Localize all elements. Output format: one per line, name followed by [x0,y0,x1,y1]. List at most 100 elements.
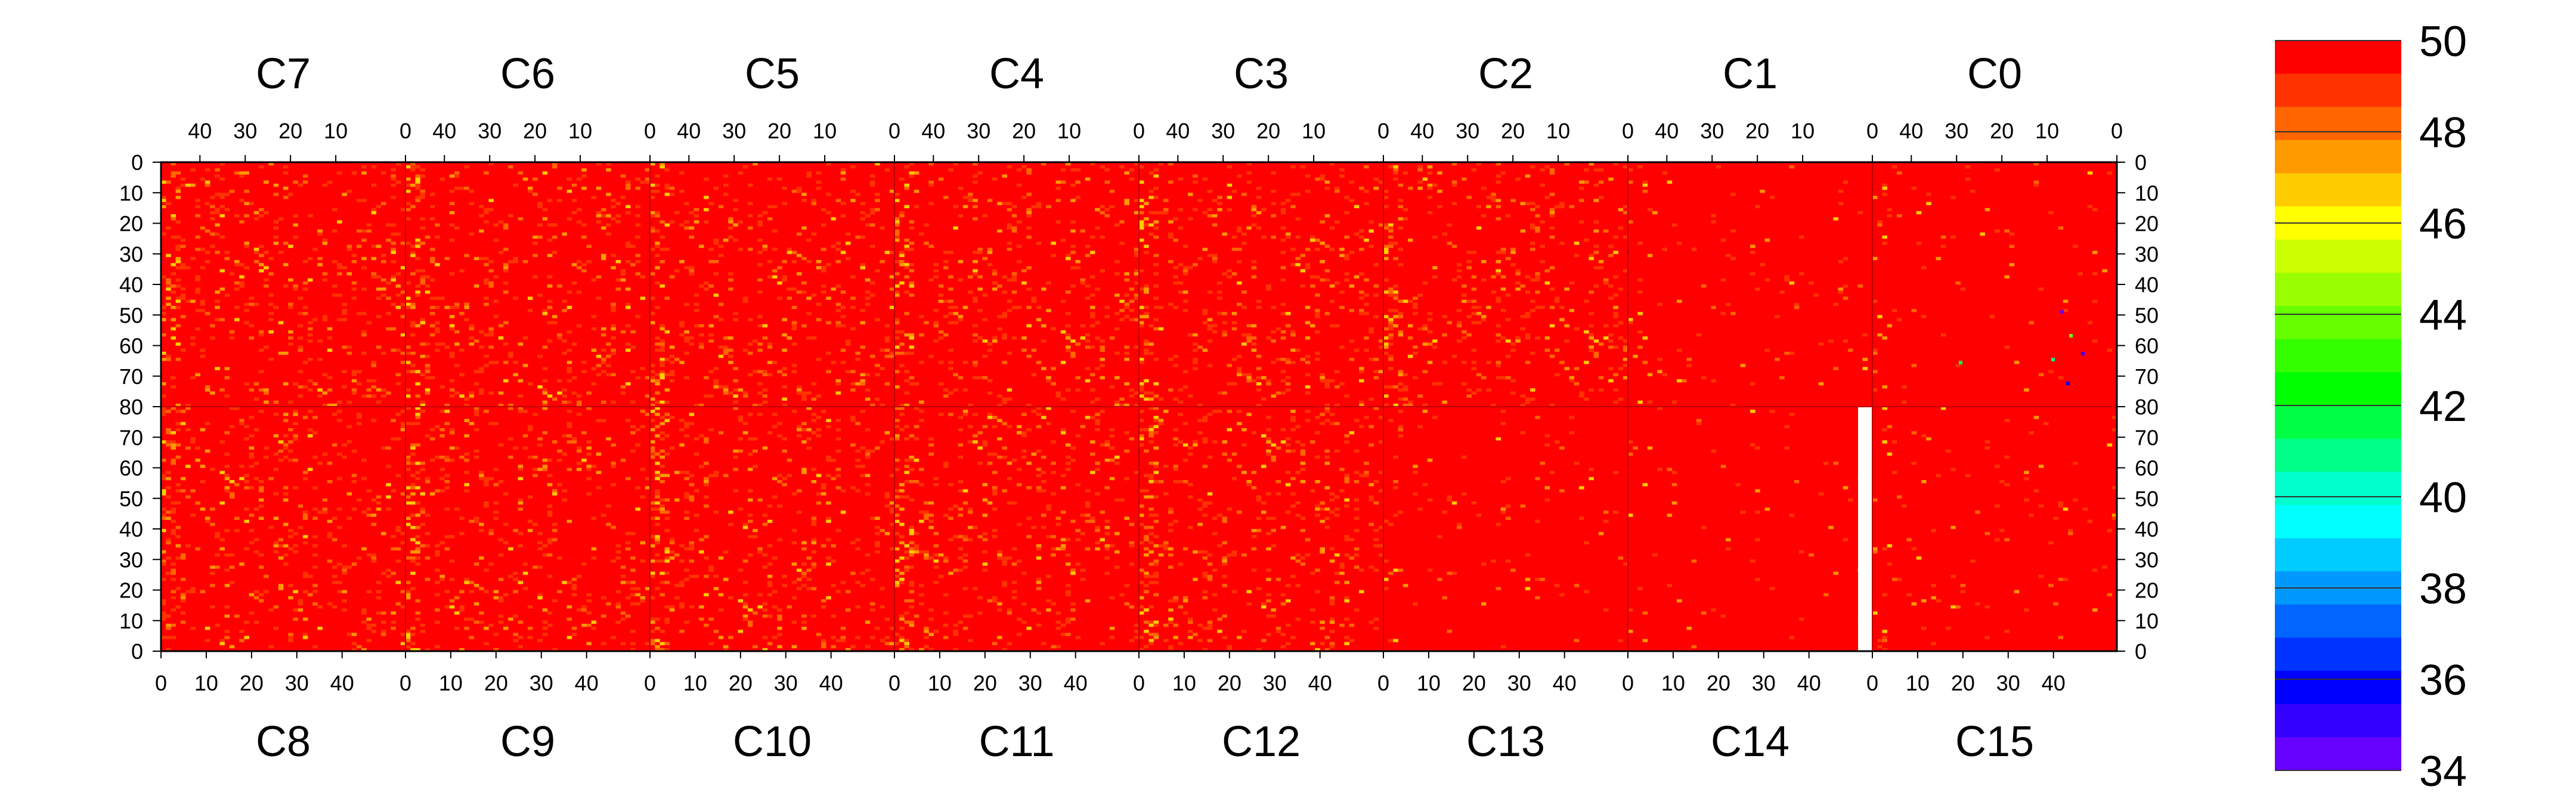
heatmap-cell [410,168,416,172]
heatmap-cell [322,510,328,514]
heatmap-cell [650,226,655,230]
heatmap-cell [742,593,748,597]
heatmap-cell [1036,305,1042,309]
heatmap-cell [562,351,567,355]
heatmap-cell [889,627,895,630]
heatmap-cell [581,623,587,627]
heatmap-cell [884,504,890,508]
heatmap-cell [797,272,802,275]
heatmap-cell [689,541,695,544]
heatmap-cell [2033,162,2039,166]
heatmap-cell [1163,199,1169,202]
heatmap-cells-C5 [650,162,895,407]
heatmap-cell [806,336,812,340]
heatmap-cell [1021,413,1027,416]
heatmap-cell [1544,196,1550,199]
heatmap-cell [909,263,915,267]
heatmap-cell [249,416,255,419]
heatmap-cell [215,305,220,309]
heatmap-cell [1413,305,1418,309]
heatmap-cell [973,199,978,202]
heatmap-cell [268,525,274,530]
heatmap-cell [542,407,548,410]
heatmap-cell [302,590,308,593]
heatmap-cell [415,599,420,603]
heatmap-cell [1500,309,1506,312]
heatmap-cell [1535,214,1540,218]
heatmap-cell [1148,480,1154,484]
heatmap-cell [973,587,978,590]
heatmap-cell [395,180,401,184]
heatmap-cell [449,202,455,206]
heatmap-cell [904,568,909,572]
heatmap-cell [1246,339,1252,343]
heatmap-cell [1290,333,1296,337]
heatmap-cell [1182,269,1188,273]
heatmap-cell [1173,519,1178,524]
heatmap-cell [327,480,333,484]
heatmap-cell [317,394,323,398]
heatmap-cell [459,608,465,612]
heatmap-cell [410,538,416,541]
heatmap-cell [1055,394,1061,398]
heatmap-cell [322,315,328,318]
heatmap-cell [435,645,440,649]
heatmap-cell [1310,239,1315,242]
heatmap-cell [664,648,670,652]
heatmap-cell [234,305,240,309]
heatmap-cell [943,315,949,318]
heatmap-cell [1114,462,1120,465]
heatmap-cell [175,296,181,300]
heatmap-cell [400,642,406,646]
heatmap-cell [415,187,420,190]
heatmap-cell [449,535,455,538]
heatmap-cell [415,541,420,544]
heatmap-cell [660,507,665,511]
heatmap-cell [797,578,802,581]
heatmap-cell [386,446,391,450]
heatmap-cell [596,187,602,190]
heatmap-cell [826,296,831,300]
heatmap-cell [161,636,166,639]
heatmap-cell [283,456,289,459]
heatmap-cell [1090,275,1095,279]
heatmap-cell [1491,193,1496,196]
heatmap-cell [1872,370,1878,373]
heatmap-cell [1368,244,1374,248]
heatmap-cell [1275,358,1281,361]
heatmap-cell [1637,345,1643,349]
heatmap-cell [1144,391,1149,395]
heatmap-cell [1300,165,1306,169]
heatmap-cell [919,361,924,364]
heatmap-cell [1036,473,1042,478]
heatmap-cell [1320,177,1325,181]
heatmap-cell [660,373,665,377]
heatmap-cell [1359,247,1364,251]
heatmap-cell [973,260,978,264]
heatmap-cell [542,553,548,557]
heatmap-cell [376,296,382,300]
heatmap-cell [840,168,846,172]
heatmap-cell [1290,193,1296,196]
heatmap-cell [1231,452,1237,456]
heatmap-cell [904,480,909,484]
heatmap-cell [1324,244,1330,248]
heatmap-cell [811,397,817,401]
heatmap-cell [215,623,220,627]
heatmap-cell [2009,263,2015,267]
heatmap-cell [1764,278,1770,282]
heatmap-cell [806,578,812,581]
heatmap-cell [308,434,313,438]
heatmap-cell [420,544,426,548]
heatmap-cell [293,608,298,612]
heatmap-cell [420,522,426,527]
heatmap-cell [528,519,533,524]
heatmap-cell [2092,250,2098,255]
heatmap-cell [234,483,240,487]
heatmap-cell [1686,364,1692,367]
heatmap-cell [366,388,371,392]
heatmap-cell [1300,284,1306,288]
heatmap-cell [1437,205,1442,209]
heatmap-cell [1066,553,1071,557]
heatmap-cell [1364,312,1369,315]
